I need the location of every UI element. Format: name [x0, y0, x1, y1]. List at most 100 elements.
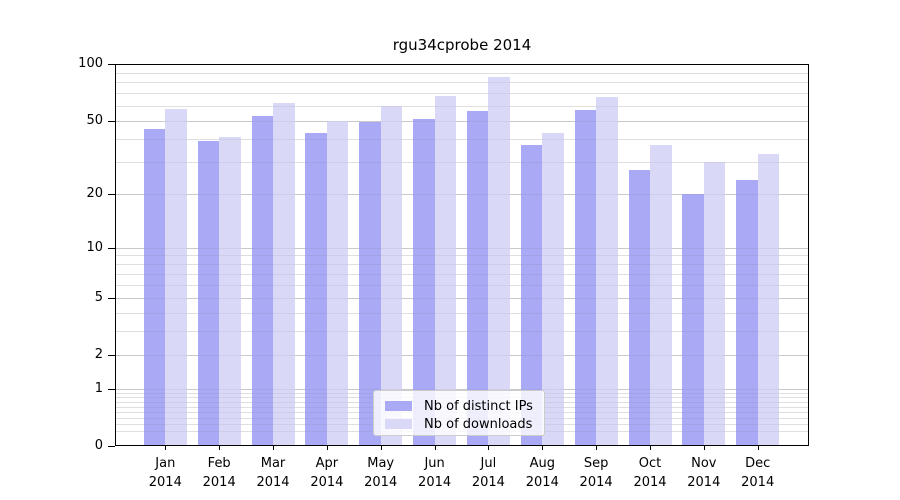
- x-tick-month: Nov: [691, 456, 717, 471]
- major-gridline: [115, 194, 809, 195]
- gridline-overlay: [115, 93, 809, 95]
- x-tick-mark: [757, 446, 759, 450]
- major-gridline: [115, 355, 809, 357]
- gridline-overlay: [115, 312, 809, 314]
- x-tick-mark: [542, 446, 544, 450]
- y-tick-mark: [108, 355, 115, 357]
- x-tick-year: 2014: [310, 475, 344, 490]
- bar-downloads-nov: [703, 161, 726, 446]
- x-tick-year: 2014: [418, 475, 452, 490]
- major-gridline: [115, 247, 809, 249]
- x-tick-year: 2014: [525, 475, 559, 490]
- bar-downloads-feb: [219, 136, 241, 446]
- minor-gridline: [115, 331, 809, 333]
- x-tick-month: Oct: [638, 456, 662, 471]
- minor-gridline: [115, 284, 809, 286]
- x-tick-month: May: [367, 456, 395, 471]
- x-tick-month: Aug: [529, 456, 555, 471]
- gridline-overlay: [115, 247, 809, 249]
- gridline-overlay: [115, 64, 809, 65]
- gridline-overlay: [115, 120, 809, 122]
- gridline-overlay: [115, 355, 809, 357]
- gridline-overlay: [115, 72, 809, 74]
- x-tick-month: Dec: [745, 456, 771, 471]
- y-tick-label: 50: [86, 112, 103, 128]
- legend-swatch-downloads: [385, 419, 412, 429]
- x-tick-label-mar: Mar 2014: [243, 454, 303, 492]
- y-tick-mark: [108, 446, 115, 447]
- gridline-overlay: [115, 297, 809, 299]
- x-tick-year: 2014: [741, 475, 775, 490]
- gridline-overlay: [115, 273, 809, 275]
- bar-downloads-oct: [650, 144, 672, 446]
- bar-distinct-ips-feb: [197, 140, 220, 446]
- bar-distinct-ips-apr: [305, 132, 327, 446]
- x-tick-year: 2014: [202, 475, 236, 490]
- legend-entry-distinct-ips: Nb of distinct IPs: [385, 398, 534, 414]
- bar-downloads-apr: [326, 120, 349, 446]
- x-tick-label-jul: Jul 2014: [458, 454, 518, 492]
- gridline-overlay: [115, 388, 809, 390]
- x-tick-month: Feb: [207, 456, 231, 471]
- minor-gridline: [115, 312, 809, 314]
- bar-distinct-ips-dec: [736, 179, 758, 446]
- chart-title: rgu34cprobe 2014: [392, 36, 532, 54]
- gridline-overlay: [115, 105, 809, 107]
- x-tick-mark: [273, 446, 274, 450]
- x-tick-mark: [165, 446, 167, 450]
- y-tick-label: 10: [86, 239, 103, 255]
- bar-distinct-ips-jul: [466, 111, 489, 446]
- bar-distinct-ips-sep: [574, 109, 597, 446]
- bar-distinct-ips-nov: [682, 194, 704, 446]
- y-tick-label: 1: [94, 380, 103, 396]
- bar-downloads-jan: [165, 108, 187, 446]
- minor-gridline: [115, 161, 809, 163]
- x-tick-label-may: May 2014: [351, 454, 411, 492]
- bar-distinct-ips-oct: [628, 170, 650, 446]
- minor-gridline: [115, 105, 809, 107]
- gridline-overlay: [115, 82, 809, 84]
- x-tick-year: 2014: [148, 475, 182, 490]
- legend-swatch-distinct-ips: [385, 401, 412, 411]
- x-tick-year: 2014: [579, 475, 613, 490]
- x-tick-mark: [488, 446, 490, 450]
- gridline-overlay: [115, 161, 809, 163]
- bar-downloads-sep: [596, 96, 618, 446]
- x-tick-year: 2014: [256, 475, 290, 490]
- x-tick-label-feb: Feb 2014: [189, 454, 249, 492]
- y-tick-mark: [108, 247, 115, 249]
- major-gridline: [115, 388, 809, 390]
- y-tick-mark: [108, 297, 115, 299]
- major-gridline: [115, 120, 809, 122]
- x-tick-label-dec: Dec 2014: [728, 454, 788, 492]
- bar-downloads-jul: [488, 77, 510, 446]
- x-tick-label-aug: Aug 2014: [512, 454, 572, 492]
- legend: Nb of distinct IPs Nb of downloads: [373, 390, 545, 436]
- bar-downloads-aug: [542, 132, 564, 446]
- gridline-overlay: [115, 264, 809, 266]
- x-tick-label-jan: Jan 2014: [135, 454, 195, 492]
- x-tick-mark: [434, 446, 436, 450]
- bar-downloads-mar: [273, 103, 295, 446]
- x-tick-mark: [219, 446, 221, 450]
- y-tick-label: 2: [94, 347, 103, 363]
- bar-distinct-ips-mar: [251, 115, 273, 446]
- minor-gridline: [115, 138, 809, 140]
- x-tick-mark: [650, 446, 651, 450]
- gridline-overlay: [115, 194, 809, 195]
- major-gridline: [115, 297, 809, 299]
- y-tick-label: 0: [94, 438, 103, 453]
- y-tick-label: 100: [78, 56, 103, 71]
- bar-downloads-jun: [434, 95, 457, 446]
- minor-gridline: [115, 82, 809, 84]
- gridline-overlay: [115, 284, 809, 286]
- x-tick-month: Jan: [155, 456, 176, 471]
- x-tick-mark: [703, 446, 705, 450]
- x-tick-month: Sep: [583, 456, 609, 471]
- y-tick-mark: [108, 194, 115, 195]
- x-tick-label-jun: Jun 2014: [405, 454, 465, 492]
- bar-downloads-dec: [757, 154, 780, 446]
- x-tick-year: 2014: [633, 475, 667, 490]
- x-tick-mark: [326, 446, 328, 450]
